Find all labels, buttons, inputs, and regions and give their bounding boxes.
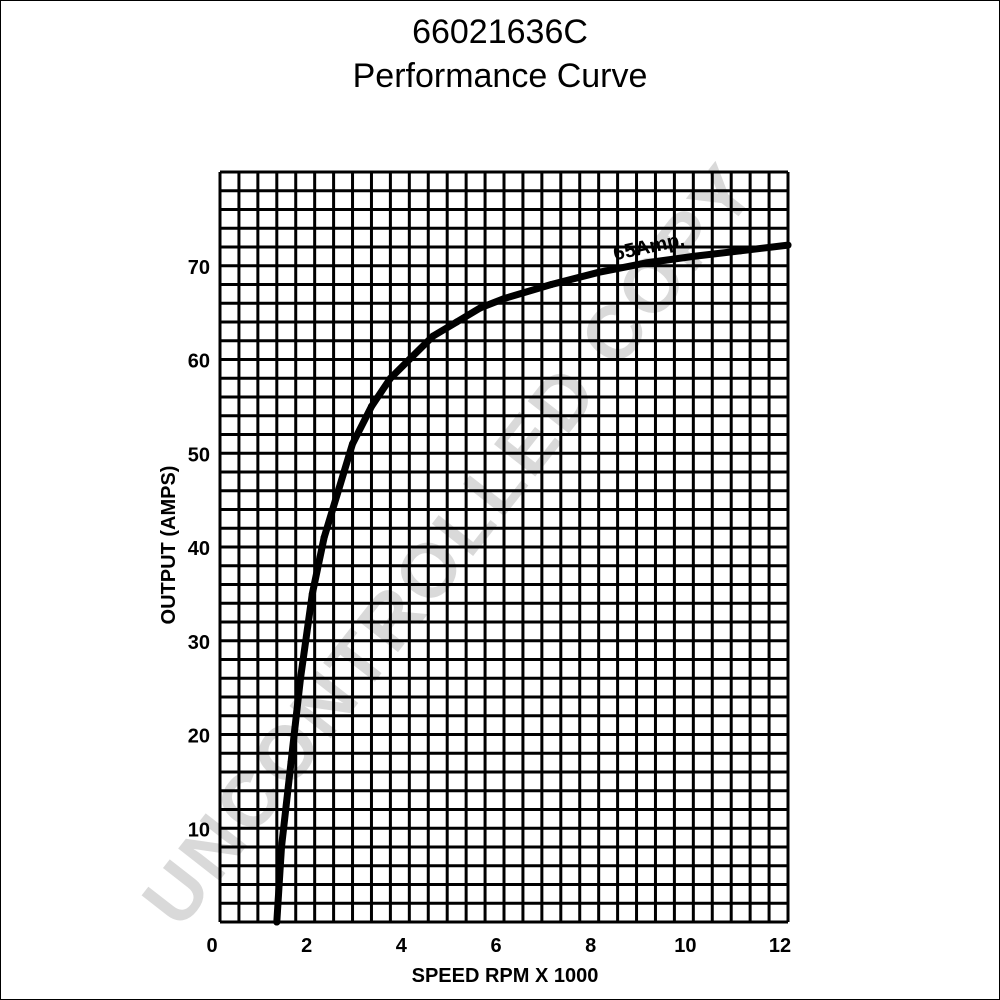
data-point	[689, 252, 697, 260]
data-point	[737, 247, 745, 255]
x-tick-label: 4	[396, 935, 408, 957]
data-point	[476, 304, 484, 312]
data-point	[500, 295, 508, 303]
data-point	[595, 268, 603, 276]
x-axis-ticks: 0 2 4 6 8 10 12	[206, 935, 791, 957]
grid	[218, 170, 790, 924]
y-tick-label: 60	[188, 351, 210, 373]
x-tick-label: 10	[674, 935, 696, 957]
x-tick-label: 12	[769, 935, 791, 957]
data-point	[642, 259, 650, 267]
x-tick-label: 8	[585, 935, 596, 957]
x-tick-label: 2	[301, 935, 312, 957]
y-tick-label: 70	[188, 257, 210, 279]
data-point	[320, 534, 328, 542]
y-tick-label: 20	[188, 726, 210, 748]
data-point	[405, 356, 413, 363]
data-point	[784, 241, 792, 249]
data-point	[308, 590, 316, 598]
data-point	[287, 759, 295, 767]
part-number-title: 66021636C	[412, 13, 588, 51]
x-tick-label: 6	[490, 935, 501, 957]
y-axis-ticks: 10 20 30 40 50 60 70	[188, 257, 210, 842]
data-point	[273, 918, 281, 926]
chart-subtitle: Performance Curve	[352, 57, 648, 95]
data-point	[334, 487, 342, 495]
data-point	[349, 440, 357, 448]
y-tick-label: 30	[188, 632, 210, 654]
data-point	[547, 281, 555, 288]
data-point	[453, 318, 461, 326]
series-points	[273, 241, 792, 926]
x-tick-label: 0	[206, 935, 217, 957]
data-point	[367, 402, 375, 410]
y-tick-label: 40	[188, 538, 210, 560]
data-point	[296, 674, 304, 682]
y-tick-label: 10	[188, 819, 210, 841]
data-point	[278, 843, 286, 851]
y-tick-label: 50	[188, 444, 210, 466]
x-axis-label: SPEED RPM X 1000	[412, 965, 599, 987]
data-point	[429, 332, 437, 340]
data-point	[386, 374, 394, 382]
y-axis-label: OUTPUT (AMPS)	[158, 466, 180, 625]
